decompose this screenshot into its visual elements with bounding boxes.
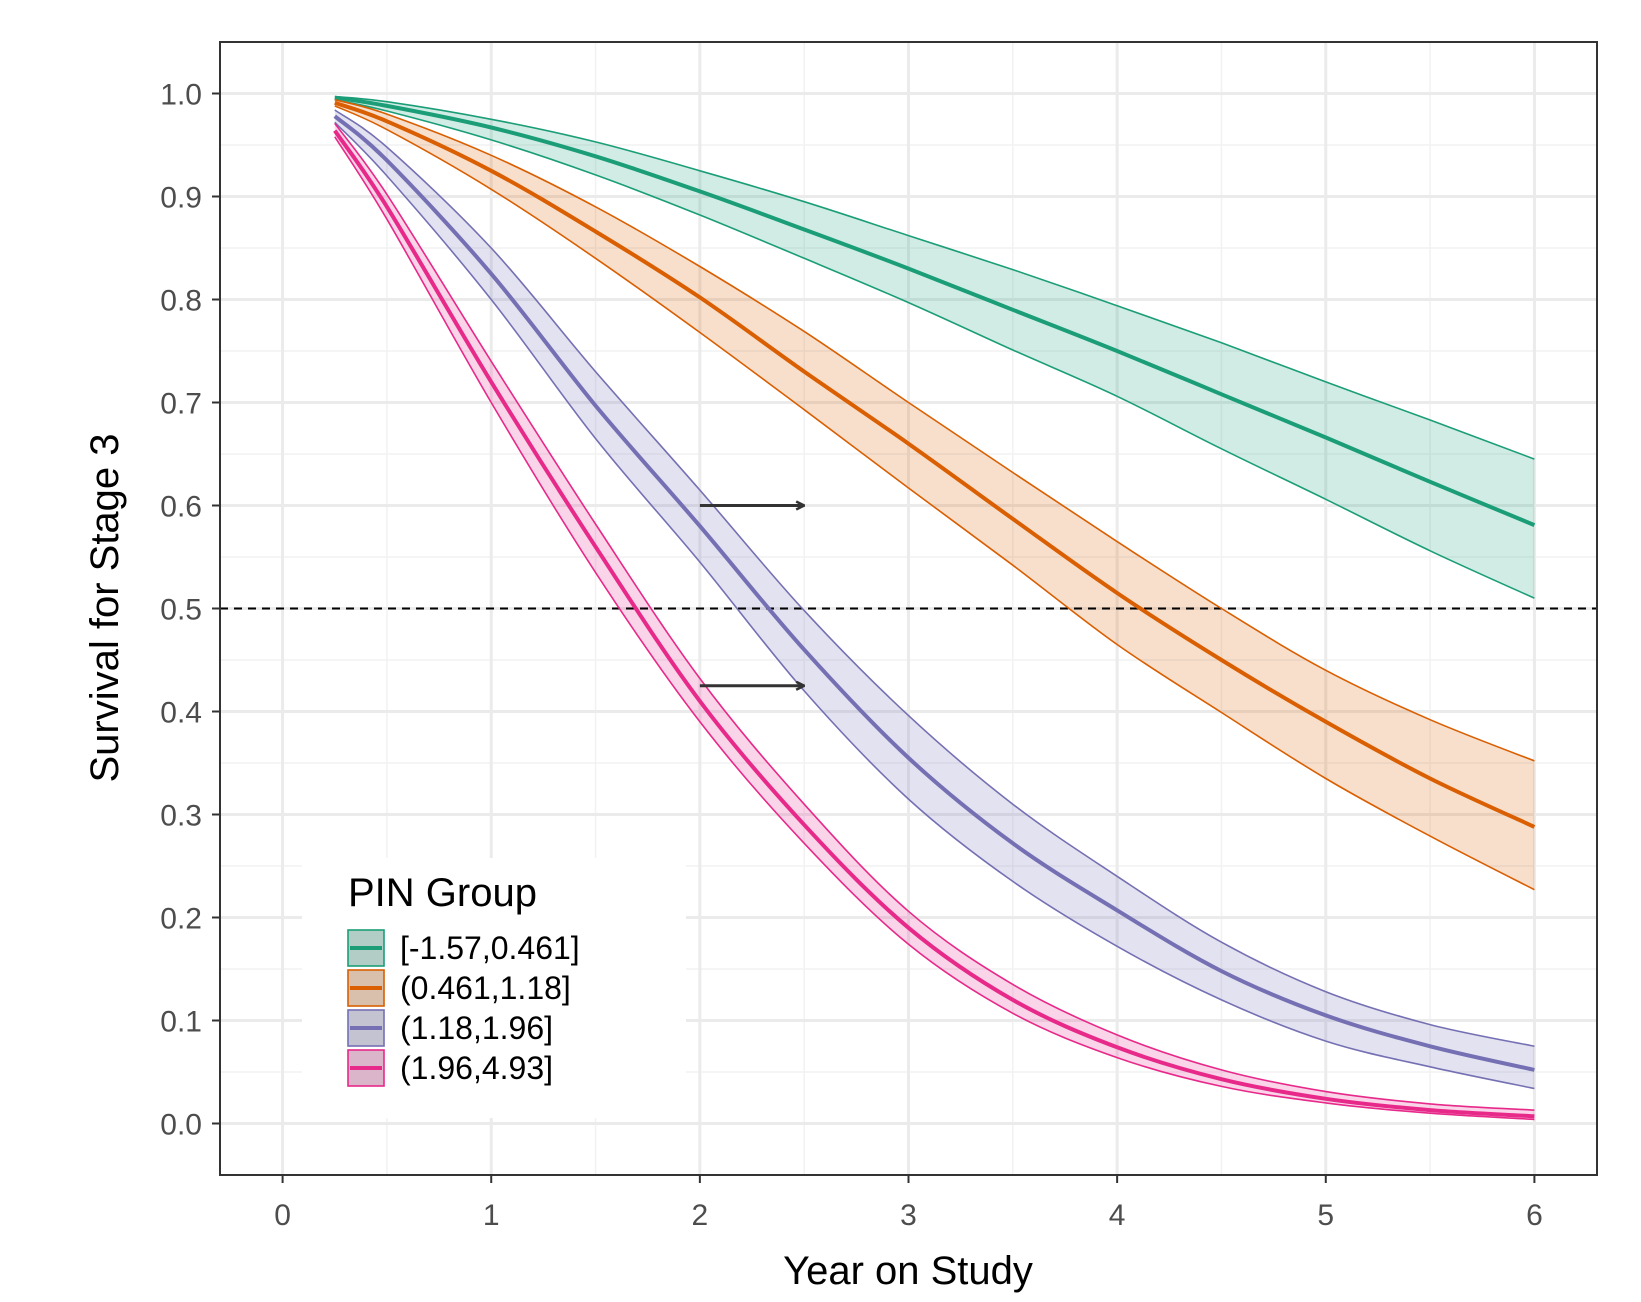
- legend-item: (1.18,1.96]: [347, 1009, 553, 1047]
- legend-item: (0.461,1.18]: [347, 969, 571, 1007]
- series-2-confidence-band: [334, 99, 1535, 890]
- confidence-bands: [334, 96, 1535, 1120]
- y-tick-label: 0.5: [160, 594, 202, 627]
- axis-ticks: [212, 92, 1536, 1183]
- x-tick-label: 6: [1526, 1199, 1543, 1232]
- y-tick-label: 0.1: [160, 1006, 202, 1039]
- y-tick-label: 1.0: [160, 79, 202, 112]
- legend-label: (0.461,1.18]: [400, 970, 571, 1006]
- y-tick-labels: 0.0 0.1 0.2 0.3 0.4 0.5 0.6 0.7 0.8 0.9 1.0: [160, 79, 202, 1142]
- y-tick-label: 0.3: [160, 800, 202, 833]
- x-tick-label: 0: [274, 1199, 291, 1232]
- x-tick-label: 4: [1109, 1199, 1126, 1232]
- y-tick-label: 0.9: [160, 182, 202, 215]
- y-tick-label: 0.7: [160, 388, 202, 421]
- series-2-lower-bound: [334, 105, 1535, 891]
- x-tick-label: 2: [692, 1199, 709, 1232]
- annotations: [699, 506, 804, 686]
- series-1-lower-bound: [334, 98, 1535, 599]
- y-tick-label: 0.0: [160, 1109, 202, 1142]
- series-1-upper-bound: [334, 95, 1535, 460]
- legend-items: [-1.57,0.461] (0.461,1.18] (1.18,1.96] (1.9…: [347, 929, 580, 1087]
- series-4-line: [333, 129, 1535, 1119]
- series-4-lower-bound: [334, 136, 1535, 1121]
- series-3-upper-bound: [334, 109, 1535, 1048]
- series-4-upper-bound: [334, 122, 1535, 1111]
- legend-item: (1.96,4.93]: [347, 1049, 553, 1087]
- legend-label: (1.18,1.96]: [400, 1010, 553, 1046]
- legend-title: PIN Group: [348, 871, 537, 915]
- x-tick-label: 3: [900, 1199, 917, 1232]
- legend-label: [-1.57,0.461]: [400, 930, 580, 966]
- x-tick-labels: 0 1 2 3 4 5 6: [274, 1199, 1543, 1232]
- series-2-line: [334, 100, 1536, 829]
- legend-label: (1.96,4.93]: [400, 1050, 553, 1086]
- y-tick-label: 0.4: [160, 697, 202, 730]
- x-tick-label: 5: [1317, 1199, 1334, 1232]
- y-tick-label: 0.8: [160, 285, 202, 318]
- x-axis-title: Year on Study: [783, 1249, 1033, 1293]
- y-tick-label: 0.6: [160, 491, 202, 524]
- series-lines: [333, 95, 1536, 1121]
- series-1-line: [334, 95, 1536, 527]
- x-tick-label: 1: [483, 1199, 500, 1232]
- series-2-upper-bound: [334, 98, 1535, 762]
- y-tick-label: 0.2: [160, 903, 202, 936]
- series-3-line: [333, 114, 1535, 1072]
- legend-item: [-1.57,0.461]: [347, 929, 580, 967]
- legend: PIN Group [-1.57,0.461] (0.461,1.18] (1.18…: [302, 858, 686, 1118]
- series-3-lower-bound: [334, 121, 1535, 1090]
- y-axis-title: Survival for Stage 3: [83, 433, 127, 782]
